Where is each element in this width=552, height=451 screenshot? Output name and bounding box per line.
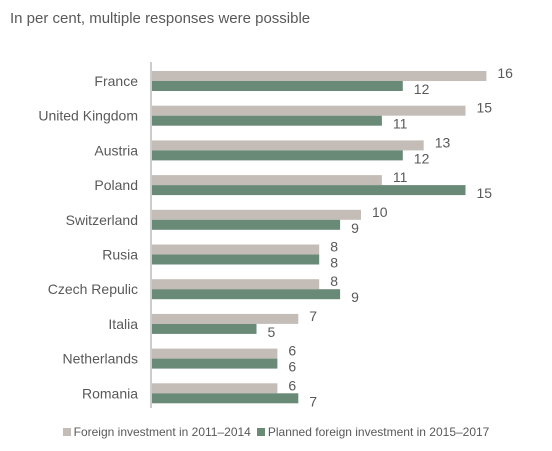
category-label: Austria: [94, 142, 138, 158]
chart-subtitle: In per cent, multiple responses were pos…: [10, 10, 311, 27]
bar-series1: [152, 313, 299, 324]
bar-series2: [152, 185, 466, 196]
bar-series2: [152, 289, 341, 300]
bar-series2: [152, 150, 403, 161]
bar-series2: [152, 219, 341, 230]
category-labels: France United Kingdom Austria Poland Switzer…: [38, 73, 138, 401]
data-label-series2: 15: [477, 185, 493, 201]
data-label-series1: 8: [330, 239, 338, 255]
category-label: France: [94, 73, 138, 89]
data-label-series2: 6: [288, 359, 296, 375]
bars: [152, 71, 487, 404]
data-label-series2: 11: [393, 116, 408, 132]
category-label: United Kingdom: [38, 108, 138, 124]
data-label-series1: 6: [288, 343, 296, 359]
data-label-series2: 9: [351, 220, 359, 236]
bar-series1: [152, 279, 320, 290]
legend-swatch-series1: [62, 428, 71, 436]
data-label-series1: 16: [497, 65, 513, 81]
category-label: Poland: [94, 177, 138, 193]
bar-chart: France United Kingdom Austria Poland Switzer…: [38, 62, 514, 409]
bar-series1: [152, 383, 278, 394]
bar-series2: [152, 393, 299, 404]
bar-series1: [152, 105, 466, 116]
legend-item-series1: Foreign investment in 2011–2014: [62, 425, 251, 439]
data-label-series2: 9: [351, 289, 359, 305]
data-label-series2: 7: [309, 393, 317, 409]
bar-series1: [152, 348, 278, 359]
data-label-series1: 10: [372, 204, 388, 220]
legend-swatch-series2: [256, 428, 265, 436]
category-label: Netherlands: [63, 351, 139, 367]
data-label-series2: 5: [268, 324, 276, 340]
data-label-series1: 11: [393, 169, 408, 185]
bar-series1: [152, 140, 424, 151]
category-label: Czech Repulic: [48, 281, 138, 297]
bar-series2: [152, 254, 320, 265]
bar-series1: [152, 209, 361, 220]
category-label: Rusia: [102, 247, 138, 263]
category-label: Switzerland: [66, 212, 138, 228]
bar-series2: [152, 115, 382, 126]
category-label: Italia: [108, 316, 138, 332]
data-label-series1: 7: [309, 308, 317, 324]
legend-label-series1: Foreign investment in 2011–2014: [73, 425, 251, 439]
data-label-series1: 8: [330, 273, 338, 289]
category-label: Romania: [82, 385, 138, 401]
data-label-series2: 8: [330, 255, 338, 271]
bar-series2: [152, 81, 403, 91]
data-label-series1: 13: [435, 134, 451, 150]
legend-item-series2: Planned foreign investment in 2015–2017: [256, 425, 490, 439]
bar-series1: [152, 244, 320, 255]
data-label-series1: 6: [288, 377, 296, 393]
bar-series2: [152, 323, 257, 334]
bar-series2: [152, 358, 278, 369]
data-label-series2: 12: [414, 150, 430, 166]
legend-label-series2: Planned foreign investment in 2015–2017: [267, 425, 490, 439]
bar-series1: [152, 175, 382, 186]
bar-series1: [152, 71, 487, 81]
chart-legend: Foreign investment in 2011–2014 Planned …: [0, 425, 552, 439]
data-label-series1: 15: [477, 100, 493, 116]
data-label-series2: 12: [414, 81, 430, 97]
